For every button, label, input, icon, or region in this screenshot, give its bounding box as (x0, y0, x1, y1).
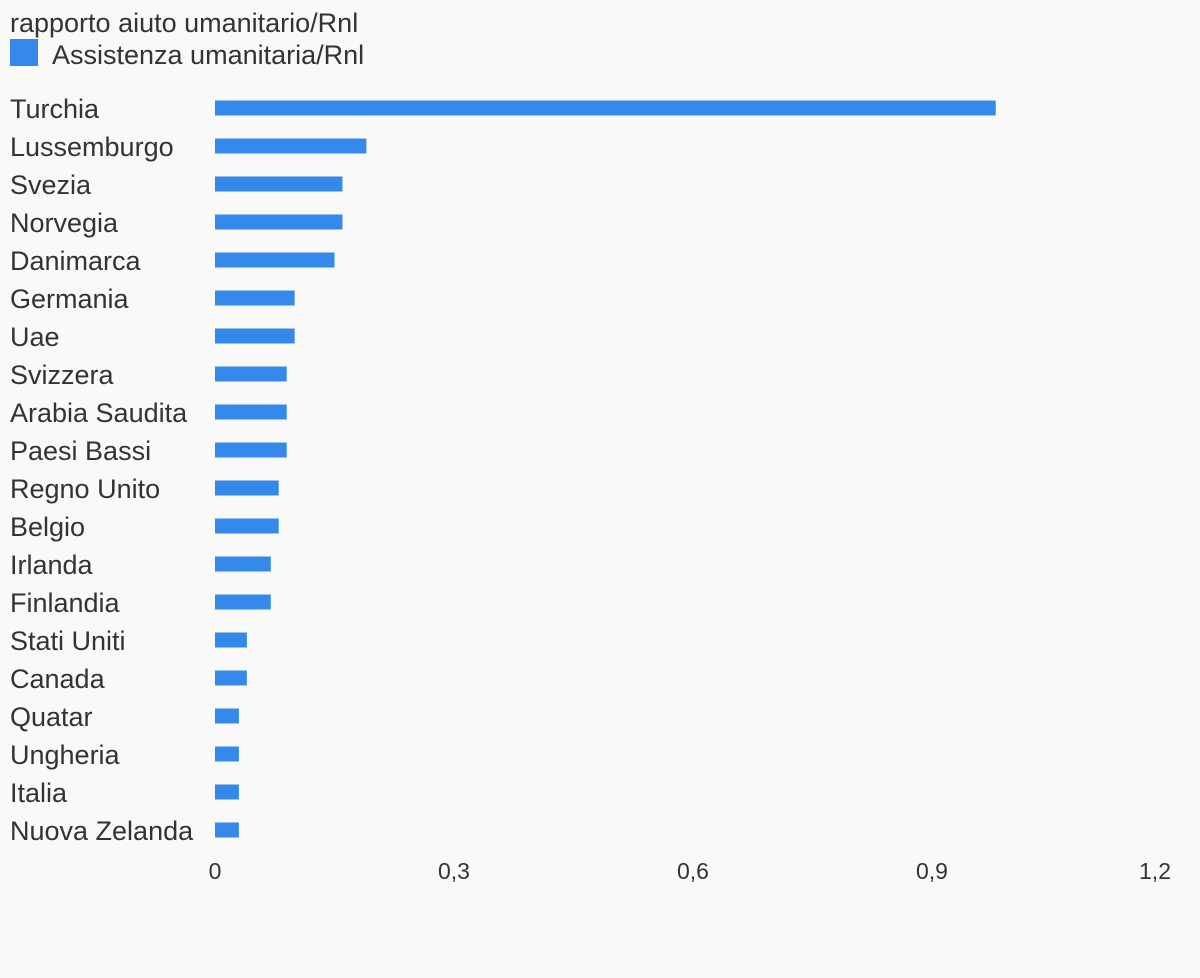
category-label: Svizzera (10, 360, 115, 390)
bar[interactable] (215, 290, 295, 306)
category-label: Norvegia (10, 208, 119, 238)
bar[interactable] (215, 100, 996, 116)
legend-swatch (10, 38, 38, 66)
bar[interactable] (215, 138, 367, 154)
category-label: Turchia (10, 94, 100, 124)
bar[interactable] (215, 480, 279, 496)
category-label: Paesi Bassi (10, 436, 151, 466)
bar[interactable] (215, 708, 239, 724)
category-label: Ungheria (10, 740, 121, 770)
chart-title: rapporto aiuto umanitario/Rnl (10, 8, 359, 38)
category-label: Svezia (10, 170, 92, 200)
category-label: Regno Unito (10, 474, 160, 504)
bar[interactable] (215, 632, 247, 648)
category-label: Canada (10, 664, 106, 694)
category-label: Germania (10, 284, 130, 314)
category-label: Danimarca (10, 246, 142, 276)
bar[interactable] (215, 746, 239, 762)
bar[interactable] (215, 328, 295, 344)
bar[interactable] (215, 366, 287, 382)
category-label: Uae (10, 322, 60, 352)
bar[interactable] (215, 518, 279, 534)
bar[interactable] (215, 670, 247, 686)
category-label: Stati Uniti (10, 626, 126, 656)
x-tick-label: 0,3 (438, 858, 470, 884)
x-tick-label: 0,9 (916, 858, 948, 884)
category-label: Irlanda (10, 550, 94, 580)
bar[interactable] (215, 176, 343, 192)
bar[interactable] (215, 556, 271, 572)
category-label: Lussemburgo (10, 132, 174, 162)
category-label: Italia (10, 778, 68, 808)
legend: Assistenza umanitaria/Rnl (10, 38, 364, 72)
category-label: Quatar (10, 702, 93, 732)
x-tick-label: 0 (209, 858, 222, 884)
bar[interactable] (215, 784, 239, 800)
bar[interactable] (215, 822, 239, 838)
category-label: Nuova Zelanda (10, 816, 194, 846)
category-label: Arabia Saudita (10, 398, 188, 428)
x-tick-label: 0,6 (677, 858, 709, 884)
bar[interactable] (215, 404, 287, 420)
x-tick-label: 1,2 (1139, 858, 1171, 884)
bar[interactable] (215, 214, 343, 230)
category-label: Finlandia (10, 588, 121, 618)
bar[interactable] (215, 252, 335, 268)
bar[interactable] (215, 442, 287, 458)
legend-label: Assistenza umanitaria/Rnl (52, 40, 365, 70)
category-label: Belgio (10, 512, 85, 542)
bar[interactable] (215, 594, 271, 610)
